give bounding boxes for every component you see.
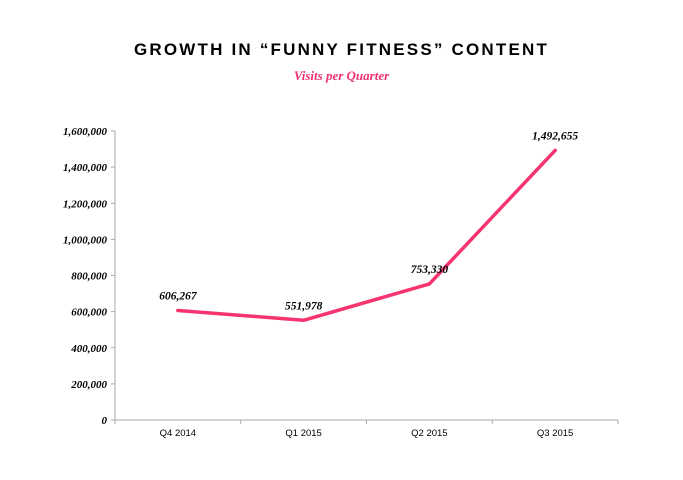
data-label: 606,267	[159, 290, 198, 302]
data-label: 753,330	[411, 264, 449, 276]
y-tick-label: 0	[102, 415, 108, 427]
x-tick-label: Q3 2015	[537, 428, 573, 439]
x-tick-label: Q1 2015	[285, 428, 321, 439]
data-point	[427, 282, 431, 286]
data-label: 551,978	[285, 300, 323, 312]
y-tick-label: 1,400,000	[63, 162, 108, 174]
chart-title: GROWTH IN “FUNNY FITNESS” CONTENT	[133, 40, 550, 59]
data-point	[176, 308, 180, 312]
x-tick-label: Q2 2015	[411, 428, 447, 439]
y-tick-label: 800,000	[71, 271, 107, 283]
y-tick-label: 1,600,000	[63, 126, 108, 138]
y-tick-label: 1,200,000	[63, 198, 108, 210]
y-tick-label: 600,000	[71, 307, 107, 319]
data-label: 1,492,655	[532, 130, 578, 142]
y-tick-label: 400,000	[70, 343, 107, 355]
series-line-visits	[176, 148, 557, 323]
x-tick-label: Q4 2014	[160, 428, 196, 439]
y-tick-label: 200,000	[70, 379, 107, 391]
data-point	[553, 148, 557, 152]
chart-subtitle: Visits per Quarter	[293, 68, 390, 83]
y-tick-label: 1,000,000	[63, 234, 108, 246]
data-point	[302, 318, 306, 322]
